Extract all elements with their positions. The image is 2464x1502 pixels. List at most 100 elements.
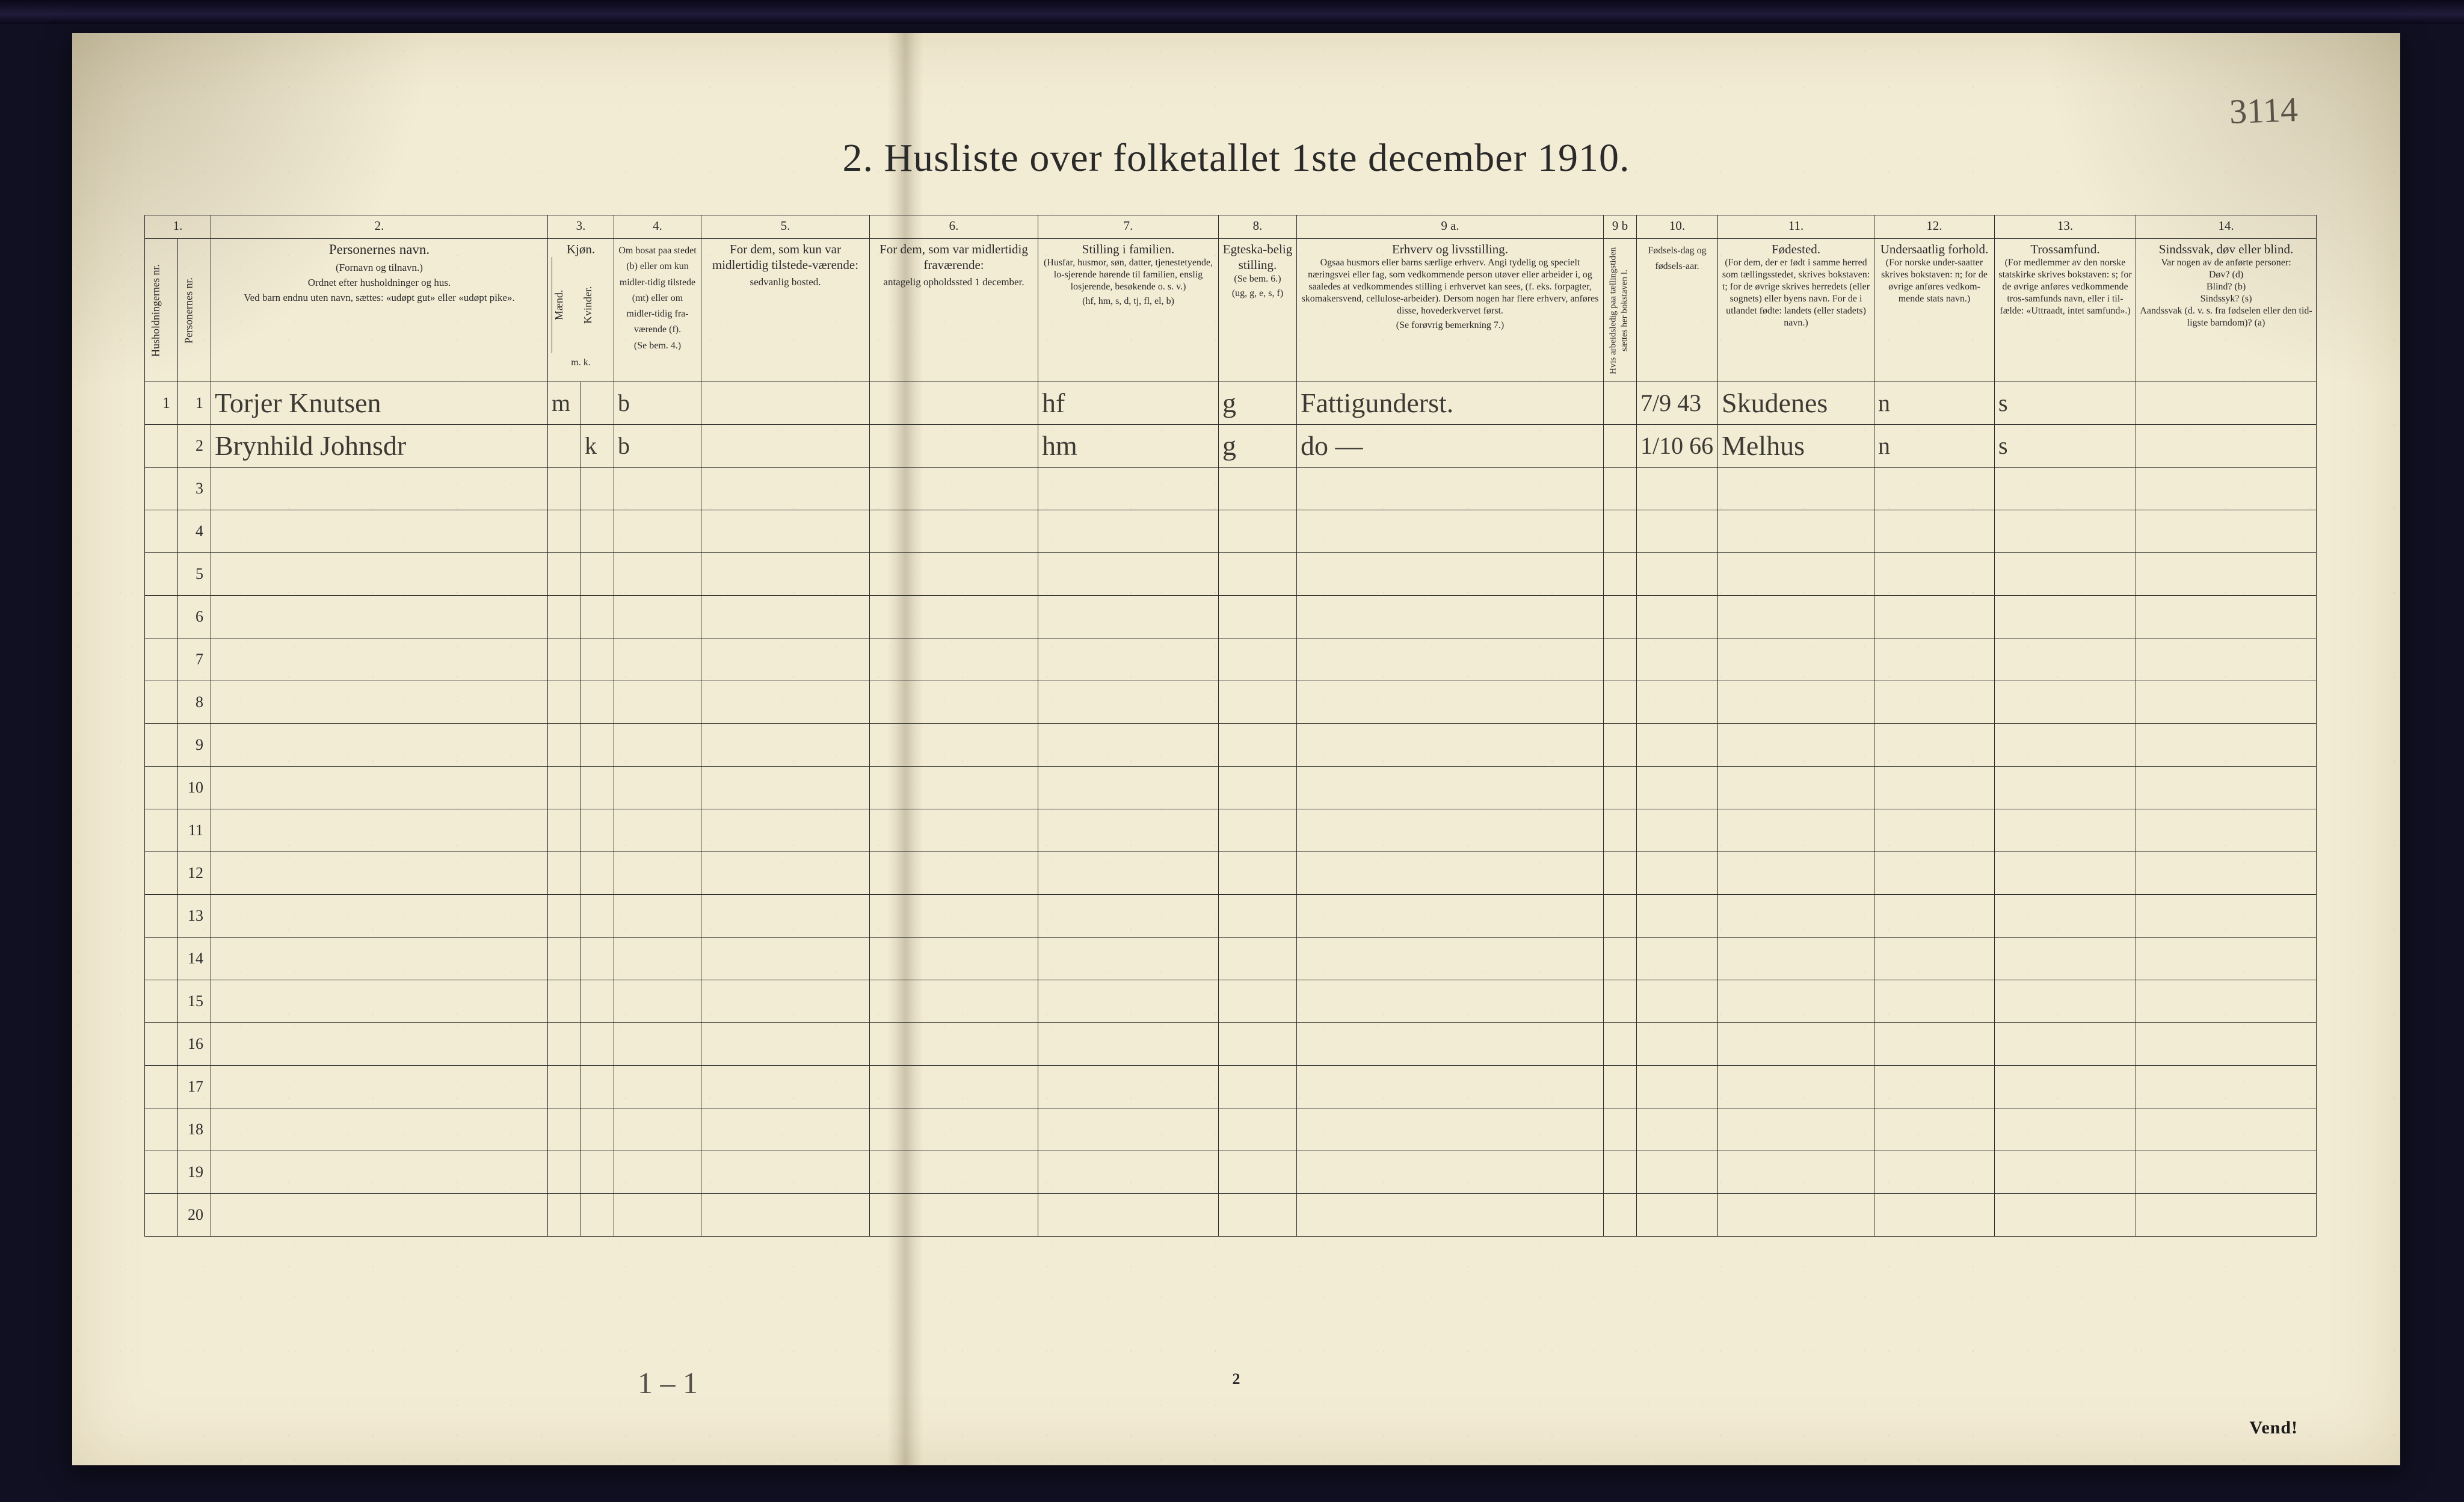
cell-blank <box>1718 767 1874 809</box>
colnum-13: 13. <box>1995 215 2136 239</box>
cell-blank <box>2136 852 2317 895</box>
cell-tros: s <box>1995 425 2136 468</box>
cell-blank <box>1637 1023 1718 1066</box>
cell-blank <box>1718 468 1874 510</box>
cell-blank <box>211 938 548 980</box>
cell-blank <box>2136 681 2317 724</box>
cell-blank <box>1637 681 1718 724</box>
cell-egtesk: g <box>1219 382 1297 425</box>
cell-blank <box>1874 1194 1995 1237</box>
cell-blank <box>1219 895 1297 938</box>
cell-fodsel: 1/10 66 <box>1637 425 1718 468</box>
cell-hh <box>145 425 178 468</box>
cell-blank <box>614 468 701 510</box>
cell-blank <box>2136 1194 2317 1237</box>
cell-blank <box>1995 1023 2136 1066</box>
cell-blank <box>581 1108 614 1151</box>
cell-blank <box>1637 809 1718 852</box>
colnum-7: 7. <box>1038 215 1219 239</box>
cell-blank <box>1038 980 1219 1023</box>
cell-blank <box>548 681 581 724</box>
cell-blank <box>1718 1108 1874 1151</box>
hdr-erhverv: Erhverv og livsstilling. Ogsaa husmors e… <box>1297 239 1604 382</box>
cell-blank <box>581 895 614 938</box>
cell-blank <box>1995 553 2136 596</box>
cell-arbeidsledig <box>1604 425 1637 468</box>
cell-blank <box>1718 895 1874 938</box>
cell-blank <box>581 852 614 895</box>
colnum-11: 11. <box>1718 215 1874 239</box>
cell-blank <box>1038 1023 1219 1066</box>
cell-blank <box>211 809 548 852</box>
cell-blank <box>1718 638 1874 681</box>
cell-blank <box>548 809 581 852</box>
cell-blank <box>1604 553 1637 596</box>
cell-blank <box>1297 1151 1604 1194</box>
cell-stilling-fam: hm <box>1038 425 1219 468</box>
cell-blank <box>1297 1108 1604 1151</box>
cell-blank <box>145 1194 178 1237</box>
cell-blank <box>1718 1023 1874 1066</box>
hdr-midl-tilstede: For dem, som kun var midlertidig tilsted… <box>701 239 870 382</box>
cell-blank <box>614 767 701 809</box>
cell-blank: 10 <box>178 767 211 809</box>
cell-undersaat: n <box>1874 425 1995 468</box>
cell-blank <box>1995 596 2136 638</box>
cell-blank <box>1038 596 1219 638</box>
cell-blank <box>145 724 178 767</box>
cell-blank <box>1038 767 1219 809</box>
cell-blank <box>1637 596 1718 638</box>
cell-blank <box>701 809 870 852</box>
cell-blank <box>2136 638 2317 681</box>
cell-blank <box>211 596 548 638</box>
hdr-egteskab: Egteska-belig stilling. (Se bem. 6.) (ug… <box>1219 239 1297 382</box>
cell-blank <box>1038 852 1219 895</box>
cell-blank <box>211 468 548 510</box>
table-row: 7 <box>145 638 2317 681</box>
cell-blank: 4 <box>178 510 211 553</box>
cell-blank: 12 <box>178 852 211 895</box>
table-row: 6 <box>145 596 2317 638</box>
cell-blank <box>701 895 870 938</box>
cell-blank: 11 <box>178 809 211 852</box>
cell-bosat: b <box>614 425 701 468</box>
cell-blank <box>614 638 701 681</box>
cell-blank <box>1219 938 1297 980</box>
cell-blank <box>2136 553 2317 596</box>
cell-blank <box>614 980 701 1023</box>
cell-blank <box>1297 724 1604 767</box>
cell-blank <box>581 468 614 510</box>
cell-blank <box>211 638 548 681</box>
cell-blank <box>1637 638 1718 681</box>
cell-blank <box>1874 1151 1995 1194</box>
cell-blank <box>145 553 178 596</box>
cell-blank <box>581 1151 614 1194</box>
colnum-8: 8. <box>1219 215 1297 239</box>
cell-blank <box>1874 468 1995 510</box>
cell-blank <box>870 852 1038 895</box>
hdr-person-nr: Personernes nr. <box>178 239 211 382</box>
cell-blank <box>1637 510 1718 553</box>
cell-blank <box>614 1194 701 1237</box>
cell-blank <box>1604 1194 1637 1237</box>
cell-blank <box>1604 638 1637 681</box>
cell-blank <box>211 852 548 895</box>
cell-blank <box>1637 938 1718 980</box>
cell-sex-m: m <box>548 382 581 425</box>
cell-hh: 1 <box>145 382 178 425</box>
vend-label: Vend! <box>2249 1418 2298 1438</box>
cell-blank <box>1297 510 1604 553</box>
cell-blank: 3 <box>178 468 211 510</box>
cell-blank <box>1297 596 1604 638</box>
cell-blank <box>581 681 614 724</box>
cell-blank <box>1718 938 1874 980</box>
cell-blank <box>581 1023 614 1066</box>
cell-blank <box>145 638 178 681</box>
cell-blank <box>870 767 1038 809</box>
cell-blank: 6 <box>178 596 211 638</box>
cell-sindssvak <box>2136 382 2317 425</box>
cell-blank <box>548 980 581 1023</box>
cell-blank <box>145 1066 178 1108</box>
cell-blank <box>614 1023 701 1066</box>
cell-blank <box>870 980 1038 1023</box>
